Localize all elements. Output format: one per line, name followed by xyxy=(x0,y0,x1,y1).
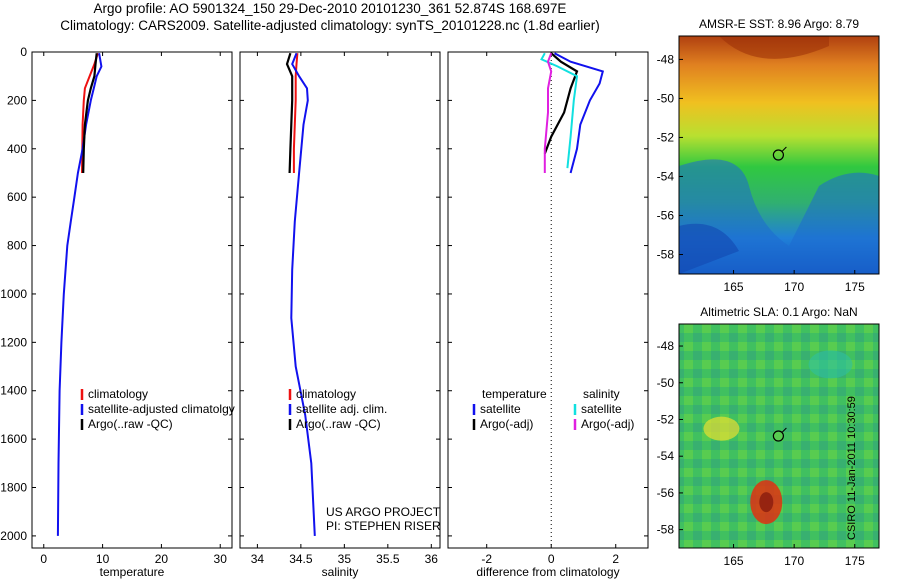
map-panels: 165 170 175 -48 -50 -52 -54 -56 -58 AMSR-E SST: 8… xyxy=(657,17,880,568)
y-tick-label: 600 xyxy=(7,190,27,204)
y-tick-label: -58 xyxy=(657,523,675,537)
x-axis-label: temperature xyxy=(100,565,165,579)
series-line xyxy=(292,53,299,173)
y-tick-label: 0 xyxy=(20,45,27,59)
y-tick-label: -48 xyxy=(657,339,675,353)
map-title: AMSR-E SST: 8.96 Argo: 8.79 xyxy=(699,17,859,31)
plot-frame xyxy=(31,51,233,549)
plot-frame xyxy=(239,51,441,549)
map-frame xyxy=(678,323,880,549)
x-tick-label: 0 xyxy=(548,552,555,566)
anomaly-high xyxy=(759,492,774,513)
plot-frame xyxy=(447,51,649,549)
series-line xyxy=(540,52,579,169)
map-panel-1: 165 170 175 -48 -50 -52 -54 -56 -58 AMSR-E SST: 8… xyxy=(657,17,880,294)
x-tick-label: 34 xyxy=(251,552,265,566)
x-tick-label: 30 xyxy=(214,552,228,566)
x-tick-label: 35.5 xyxy=(376,552,400,566)
x-tick-label: 170 xyxy=(784,280,804,294)
series-line xyxy=(285,52,294,174)
x-tick-label: 165 xyxy=(724,554,744,568)
float-track xyxy=(782,427,787,433)
anomaly-low xyxy=(808,350,853,379)
legend-label: satellite xyxy=(581,402,622,416)
x-tick-label: 0 xyxy=(40,552,47,566)
cold-water-region xyxy=(679,223,739,274)
legend-label: Argo(-adj) xyxy=(581,417,634,431)
y-tick-label: 1400 xyxy=(0,384,27,398)
legend-label: climatology xyxy=(88,387,148,401)
y-tick-label: -54 xyxy=(657,169,675,183)
legend-label: climatology xyxy=(296,387,356,401)
x-tick-label: 175 xyxy=(845,280,865,294)
x-axis-label: difference from climatology xyxy=(476,565,619,579)
y-tick-label: 1600 xyxy=(0,432,27,446)
series-line xyxy=(290,52,316,536)
series-line xyxy=(543,52,579,154)
y-tick-label: 1800 xyxy=(0,481,27,495)
x-tick-label: 36 xyxy=(425,552,439,566)
y-tick-label: -52 xyxy=(657,412,675,426)
legend-label: Argo(..raw -QC) xyxy=(296,417,381,431)
x-tick-label: -2 xyxy=(481,552,492,566)
float-marker xyxy=(772,430,784,442)
series-line xyxy=(82,53,98,174)
y-tick-label: -58 xyxy=(657,247,675,261)
legend-label: satellite-adjusted climatolgy xyxy=(88,402,235,416)
map-panel-2: 165 170 175 -48 -50 -52 -54 -56 -58 Altimetric SL… xyxy=(657,305,880,568)
side-timestamp: CSIRO 11-Jan-2011 10:30:59 xyxy=(846,396,858,540)
y-tick-label: -56 xyxy=(657,208,675,222)
annotation-text: PI: STEPHEN RISER xyxy=(326,519,441,533)
legend-label: Argo(-adj) xyxy=(480,417,533,431)
legend-label: satellite xyxy=(480,402,521,416)
map-title: Altimetric SLA: 0.1 Argo: NaN xyxy=(700,305,857,319)
figure-title: Argo profile: AO 5901324_150 29-Dec-2010… xyxy=(0,0,660,34)
y-tick-label: -50 xyxy=(657,376,675,390)
series-line xyxy=(554,52,605,174)
y-tick-label: 400 xyxy=(7,142,27,156)
warm-water-region xyxy=(719,36,829,59)
y-tick-label: 1000 xyxy=(0,287,27,301)
y-tick-label: 2000 xyxy=(0,529,27,543)
y-tick-label: -52 xyxy=(657,130,675,144)
series-line xyxy=(543,52,553,173)
x-tick-label: 2 xyxy=(612,552,619,566)
y-tick-label: -50 xyxy=(657,91,675,105)
y-tick-label: -54 xyxy=(657,449,675,463)
legend-label: Argo(..raw -QC) xyxy=(88,417,173,431)
title-line-1: Argo profile: AO 5901324_150 29-Dec-2010… xyxy=(93,1,567,16)
legend-header: salinity xyxy=(583,387,620,401)
float-track xyxy=(782,146,787,152)
legend-header: temperature xyxy=(482,387,547,401)
x-tick-label: 34.5 xyxy=(289,552,313,566)
y-tick-label: 800 xyxy=(7,239,27,253)
x-tick-label: 170 xyxy=(784,554,804,568)
x-tick-label: 165 xyxy=(724,280,744,294)
y-tick-label: -56 xyxy=(657,486,675,500)
legend-label: satellite adj. clim. xyxy=(296,402,387,416)
series-line xyxy=(56,53,103,536)
x-tick-label: 35 xyxy=(338,552,352,566)
x-tick-label: 175 xyxy=(845,554,865,568)
map-frame xyxy=(678,35,880,275)
anomaly-moderate xyxy=(703,416,740,441)
annotation-text: US ARGO PROJECT xyxy=(326,505,441,519)
profile-panel-2: 34 34.5 35 35.5 36 salinity climatologysatelli… xyxy=(239,51,441,579)
y-tick-label: 1200 xyxy=(0,335,27,349)
y-tick-label: -48 xyxy=(657,52,675,66)
profile-panel-1: 0 10 20 30 0 200 400 600 800 1000 1200 1400 1600 1800… xyxy=(0,45,234,579)
x-tick-label: 20 xyxy=(155,552,169,566)
y-tick-label: 200 xyxy=(7,93,27,107)
float-marker xyxy=(772,149,784,161)
title-line-2: Climatology: CARS2009. Satellite-adjuste… xyxy=(60,18,600,33)
x-axis-label: salinity xyxy=(322,565,359,579)
x-tick-label: 10 xyxy=(96,552,110,566)
profile-panels: 0 10 20 30020040060080010001200140016001800… xyxy=(0,45,649,579)
